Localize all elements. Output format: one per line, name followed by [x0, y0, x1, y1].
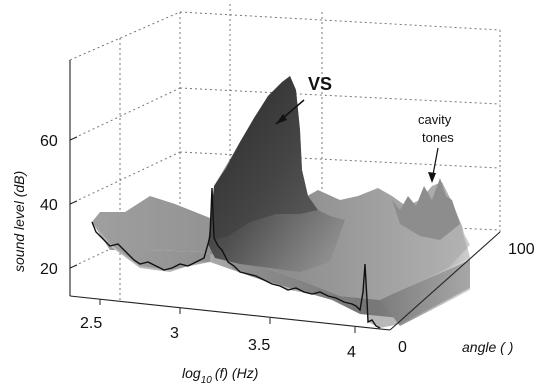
y-tick-label-0: 0 — [398, 339, 407, 356]
x-tick-marks — [99, 299, 356, 333]
grid-top-left — [69, 11, 181, 61]
z-axis-label: sound level (dB) — [11, 171, 27, 272]
x-axis-label-log: log — [182, 365, 201, 381]
grid-z60-left — [69, 87, 181, 141]
z-tick-marks — [69, 136, 78, 269]
x-axis-label-tail: (f) (Hz) — [215, 365, 259, 381]
axes — [69, 60, 501, 331]
annotation-cavity-text: cavity — [418, 112, 452, 127]
x-tick-label-4: 4 — [347, 344, 356, 361]
z-tick-mark-20 — [69, 264, 78, 269]
annotation-cavity-arrowhead — [428, 172, 436, 183]
x-tick-label-3: 3 — [170, 325, 179, 342]
x-axis-label-subscript: 10 — [201, 375, 213, 385]
grid-z60-back — [179, 87, 501, 105]
annotation-cavity-tones: cavity tones — [418, 112, 454, 183]
annotation-tones-text: tones — [422, 130, 454, 145]
z-tick-label-60: 60 — [40, 133, 58, 150]
z-tick-label-20: 20 — [40, 261, 58, 278]
grid-z40-left — [69, 151, 181, 205]
surface-front-wall — [92, 188, 470, 328]
x-axis-label: log10 (f) (Hz) — [182, 365, 258, 385]
annotation-vs-arrowhead — [276, 114, 287, 124]
z-tick-label-40: 40 — [40, 197, 58, 214]
y-axis-line — [389, 231, 501, 331]
annotation-vs: VS — [275, 74, 332, 125]
surface-front-edge — [91, 187, 381, 329]
y-axis-label: angle ( ) — [462, 339, 513, 355]
z-tick-mark-40 — [69, 200, 78, 205]
surface — [91, 76, 470, 329]
grid-top-back — [179, 11, 501, 31]
z-tick-mark-60 — [69, 136, 78, 141]
x-tick-label-2.5: 2.5 — [80, 315, 102, 332]
annotation-vs-text: VS — [308, 74, 332, 94]
x-tick-label-3.5: 3.5 — [248, 337, 270, 354]
y-tick-label-100: 100 — [508, 241, 535, 258]
x-axis-line — [69, 295, 391, 331]
vs-peak-shadow — [214, 76, 318, 240]
cavity-tones-ridge — [392, 178, 460, 240]
grid-z40-back — [179, 151, 501, 169]
